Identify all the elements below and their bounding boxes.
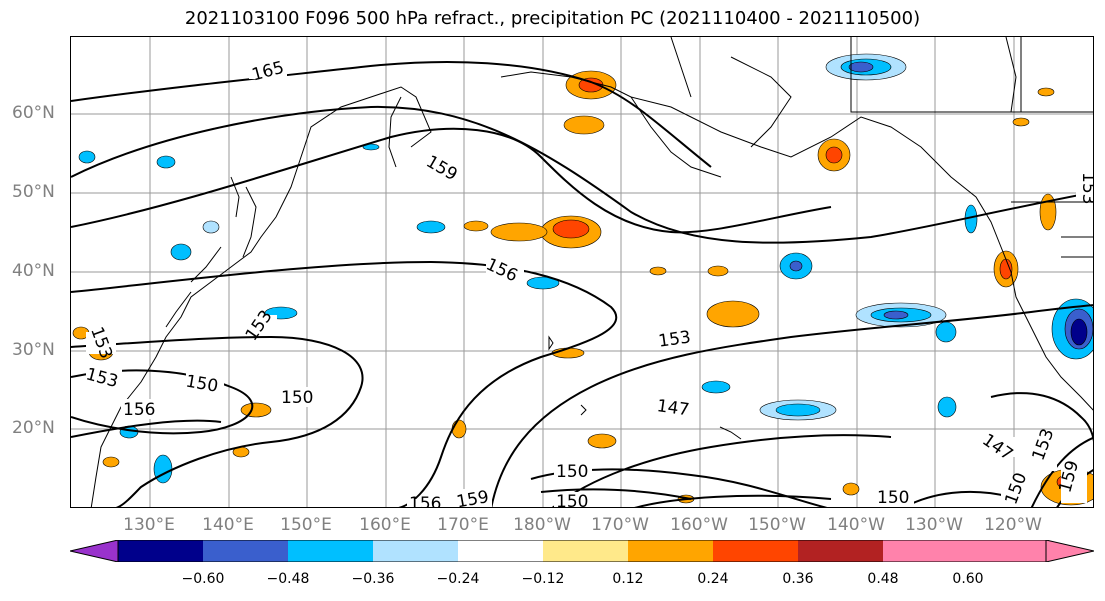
map-canvas: 165 159 156 153 153 153 150 150 156 147 … <box>71 37 1094 508</box>
contour-label: 147 <box>656 396 691 420</box>
colorbar-tick: −0.24 <box>436 571 480 587</box>
contour-label: 159 <box>455 487 490 508</box>
colorbar-segment <box>458 540 543 562</box>
lat-label-40n: 40°N <box>12 261 55 281</box>
colorbar-segment <box>713 540 798 562</box>
lon-label-150e: 150°E <box>280 515 332 535</box>
lon-label-120w: 120°W <box>984 515 1042 535</box>
contour-label: 150 <box>281 388 313 408</box>
contour-label: 153 <box>1078 172 1094 204</box>
lon-label-160e: 160°E <box>359 515 411 535</box>
lon-label-140e: 140°E <box>202 515 254 535</box>
colorbar-segment <box>543 540 628 562</box>
contour-label: 150 <box>556 462 588 482</box>
colorbar-tick: −0.48 <box>266 571 310 587</box>
lat-label-50n: 50°N <box>12 182 55 202</box>
lat-label-60n: 60°N <box>12 103 55 123</box>
refractivity-contours <box>71 61 1093 507</box>
contour-label: 150 <box>184 372 219 397</box>
lon-label-180w: 180°W <box>513 515 571 535</box>
positive-precip-areas <box>72 70 1093 506</box>
map-panel: 165 159 156 153 153 153 150 150 156 147 … <box>70 36 1094 508</box>
colorbar-segment <box>883 540 1046 562</box>
colorbar-tick: 0.48 <box>867 571 899 587</box>
colorbar-tick: 0.36 <box>782 571 814 587</box>
colorbar <box>70 540 1094 562</box>
colorbar-segment <box>1045 540 1094 562</box>
colorbar-tick: −0.36 <box>351 571 395 587</box>
coastlines <box>90 37 1093 507</box>
colorbar-tick: 0.24 <box>697 571 729 587</box>
colorbar-tick: −0.60 <box>181 571 225 587</box>
lon-label-160w: 160°W <box>670 515 728 535</box>
graticule <box>71 37 1093 507</box>
contour-labels: 165 159 156 153 153 153 150 150 156 147 … <box>84 58 1094 508</box>
contour-label: 156 <box>409 494 441 508</box>
contour-label: 153 <box>657 327 692 351</box>
contour-label: 156 <box>123 400 155 420</box>
contour-label: 150 <box>556 492 588 508</box>
colorbar-tick: 0.60 <box>952 571 984 587</box>
lat-label-30n: 30°N <box>12 340 55 360</box>
contour-label: 150 <box>877 488 909 508</box>
lon-label-150w: 150°W <box>748 515 806 535</box>
lon-label-170e: 170°E <box>437 515 489 535</box>
colorbar-segment <box>798 540 883 562</box>
lon-label-130w: 130°W <box>905 515 963 535</box>
colorbar-segment <box>628 540 713 562</box>
colorbar-segment <box>203 540 288 562</box>
negative-precip-areas <box>78 53 1093 484</box>
colorbar-tick: 0.12 <box>612 571 644 587</box>
chart-title: 2021103100 F096 500 hPa refract., precip… <box>184 8 921 29</box>
contour-label: 159 <box>423 152 461 186</box>
colorbar-tick: −0.12 <box>521 571 565 587</box>
lon-label-140w: 140°W <box>827 515 885 535</box>
lat-label-20n: 20°N <box>12 418 55 438</box>
lon-label-130e: 130°E <box>123 515 175 535</box>
lon-label-170w: 170°W <box>591 515 649 535</box>
colorbar-segment <box>288 540 373 562</box>
colorbar-segment <box>373 540 458 562</box>
colorbar-segment <box>118 540 203 562</box>
contour-label: 147 <box>978 430 1016 465</box>
colorbar-segment <box>70 540 119 562</box>
